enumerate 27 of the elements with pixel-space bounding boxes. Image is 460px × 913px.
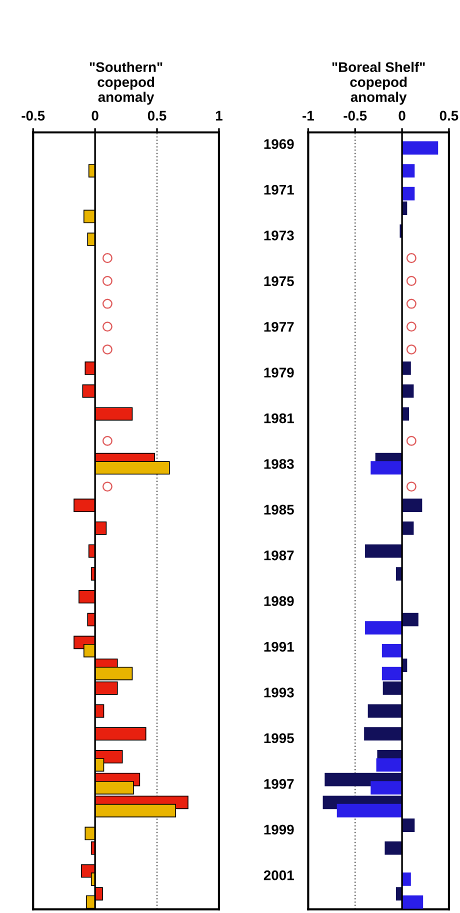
x-tick-label: 0: [92, 110, 98, 121]
y-tick-label: 1979: [264, 368, 294, 378]
chart-title: "Boreal Shelf" copepod anomaly: [332, 62, 425, 105]
y-tick-label: 1973: [264, 230, 294, 240]
y-tick-label: 1987: [264, 550, 294, 560]
y-tick-label: 1969: [264, 139, 294, 149]
y-tick-label: 1995: [264, 733, 294, 744]
y-tick-label: 1999: [264, 824, 294, 835]
x-tick-label: 0: [398, 110, 406, 121]
x-tick-label: -0.5: [22, 110, 45, 121]
y-tick-label: 1985: [264, 504, 294, 515]
y-tick-label: 1983: [264, 459, 294, 469]
y-tick-label: 2001: [264, 870, 294, 880]
y-tick-label: 1981: [264, 413, 294, 424]
chart-title: "Southern" copepod anomaly: [90, 62, 162, 105]
y-tick-label: 1989: [264, 596, 294, 606]
y-tick-label: 1991: [264, 642, 294, 652]
y-tick-label: 1971: [264, 184, 294, 195]
y-tick-label: 1977: [264, 322, 294, 332]
x-tick-label: -0.5: [344, 110, 367, 121]
x-tick-label: -1: [302, 110, 314, 120]
x-tick-label: 0.5: [440, 110, 458, 121]
x-tick-label: 0.5: [148, 110, 166, 121]
y-tick-label: 1975: [264, 276, 294, 286]
y-tick-label: 1993: [264, 688, 294, 698]
y-tick-label: 1997: [264, 778, 294, 789]
x-tick-label: 1: [216, 110, 222, 120]
